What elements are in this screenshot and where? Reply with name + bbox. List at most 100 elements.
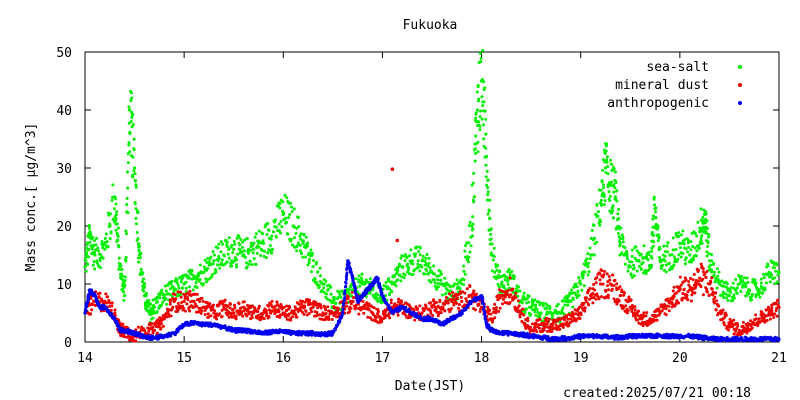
data-point [253, 235, 257, 239]
data-point [508, 276, 512, 280]
data-point [526, 319, 530, 323]
data-point [211, 306, 215, 310]
data-point [180, 300, 184, 304]
data-point [487, 209, 491, 213]
data-point [545, 329, 549, 333]
data-point [663, 259, 667, 263]
data-point [607, 190, 611, 194]
data-point [754, 313, 758, 317]
data-point [97, 295, 101, 299]
data-point [748, 289, 752, 293]
data-point [291, 315, 295, 319]
data-point [340, 289, 344, 293]
data-point [614, 179, 618, 183]
data-point [476, 140, 480, 144]
data-point [94, 243, 98, 247]
data-point [113, 316, 117, 320]
data-point [484, 132, 488, 136]
data-point [583, 270, 587, 274]
data-point [635, 318, 639, 322]
data-point [429, 301, 433, 305]
data-point [705, 269, 709, 273]
data-point [665, 250, 669, 254]
data-point [720, 311, 724, 315]
data-point [252, 241, 256, 245]
data-point [637, 309, 641, 313]
data-point [632, 266, 636, 270]
data-point [449, 307, 453, 311]
data-point [143, 303, 147, 307]
data-point [327, 315, 331, 319]
data-point [354, 286, 358, 290]
data-point [287, 312, 291, 316]
data-point [416, 259, 420, 263]
data-point [296, 310, 300, 314]
data-point [245, 261, 249, 265]
data-point [710, 268, 714, 272]
data-point [584, 296, 588, 300]
data-point [463, 291, 467, 295]
data-point [346, 295, 350, 299]
data-point [322, 286, 326, 290]
data-point [168, 302, 172, 306]
data-point [343, 289, 347, 293]
data-point [556, 302, 560, 306]
data-point [606, 296, 610, 300]
data-point [479, 60, 483, 64]
data-point [473, 159, 477, 163]
data-point [508, 300, 512, 304]
data-point [773, 276, 777, 280]
data-point [576, 290, 580, 294]
data-point [437, 319, 441, 323]
data-point [283, 312, 287, 316]
data-point [483, 86, 487, 90]
data-point [776, 273, 780, 277]
data-point [482, 80, 486, 84]
data-point [211, 262, 215, 266]
data-point [397, 273, 401, 277]
data-point [255, 251, 259, 255]
data-point [511, 287, 515, 291]
data-point [700, 241, 704, 245]
data-point [612, 216, 616, 220]
data-point [726, 325, 730, 329]
data-point [611, 204, 615, 208]
data-point [674, 291, 678, 295]
data-point [243, 238, 247, 242]
data-point [351, 300, 355, 304]
data-point [368, 291, 372, 295]
data-point [529, 325, 533, 329]
data-point [599, 188, 603, 192]
data-point [592, 283, 596, 287]
data-point [166, 292, 170, 296]
data-point [90, 289, 94, 293]
data-point [349, 302, 353, 306]
data-point [247, 251, 251, 255]
data-point [118, 262, 122, 266]
data-point [413, 268, 417, 272]
data-point [502, 286, 506, 290]
data-point [302, 312, 306, 316]
data-point [732, 295, 736, 299]
data-point [292, 236, 296, 240]
data-point [503, 278, 507, 282]
data-point [227, 248, 231, 252]
data-point [610, 211, 614, 215]
data-point [248, 259, 252, 263]
data-point [659, 266, 663, 270]
data-point [507, 268, 511, 272]
data-point [248, 304, 252, 308]
data-point [476, 108, 480, 112]
data-point [233, 303, 237, 307]
data-point [680, 241, 684, 245]
data-point [397, 264, 401, 268]
data-point [599, 220, 603, 224]
data-point [522, 291, 526, 295]
data-point [562, 299, 566, 303]
data-point [476, 150, 480, 154]
data-point [465, 287, 469, 291]
data-point [101, 256, 105, 260]
data-point [431, 314, 435, 318]
data-point [699, 239, 703, 243]
data-point [479, 56, 483, 60]
